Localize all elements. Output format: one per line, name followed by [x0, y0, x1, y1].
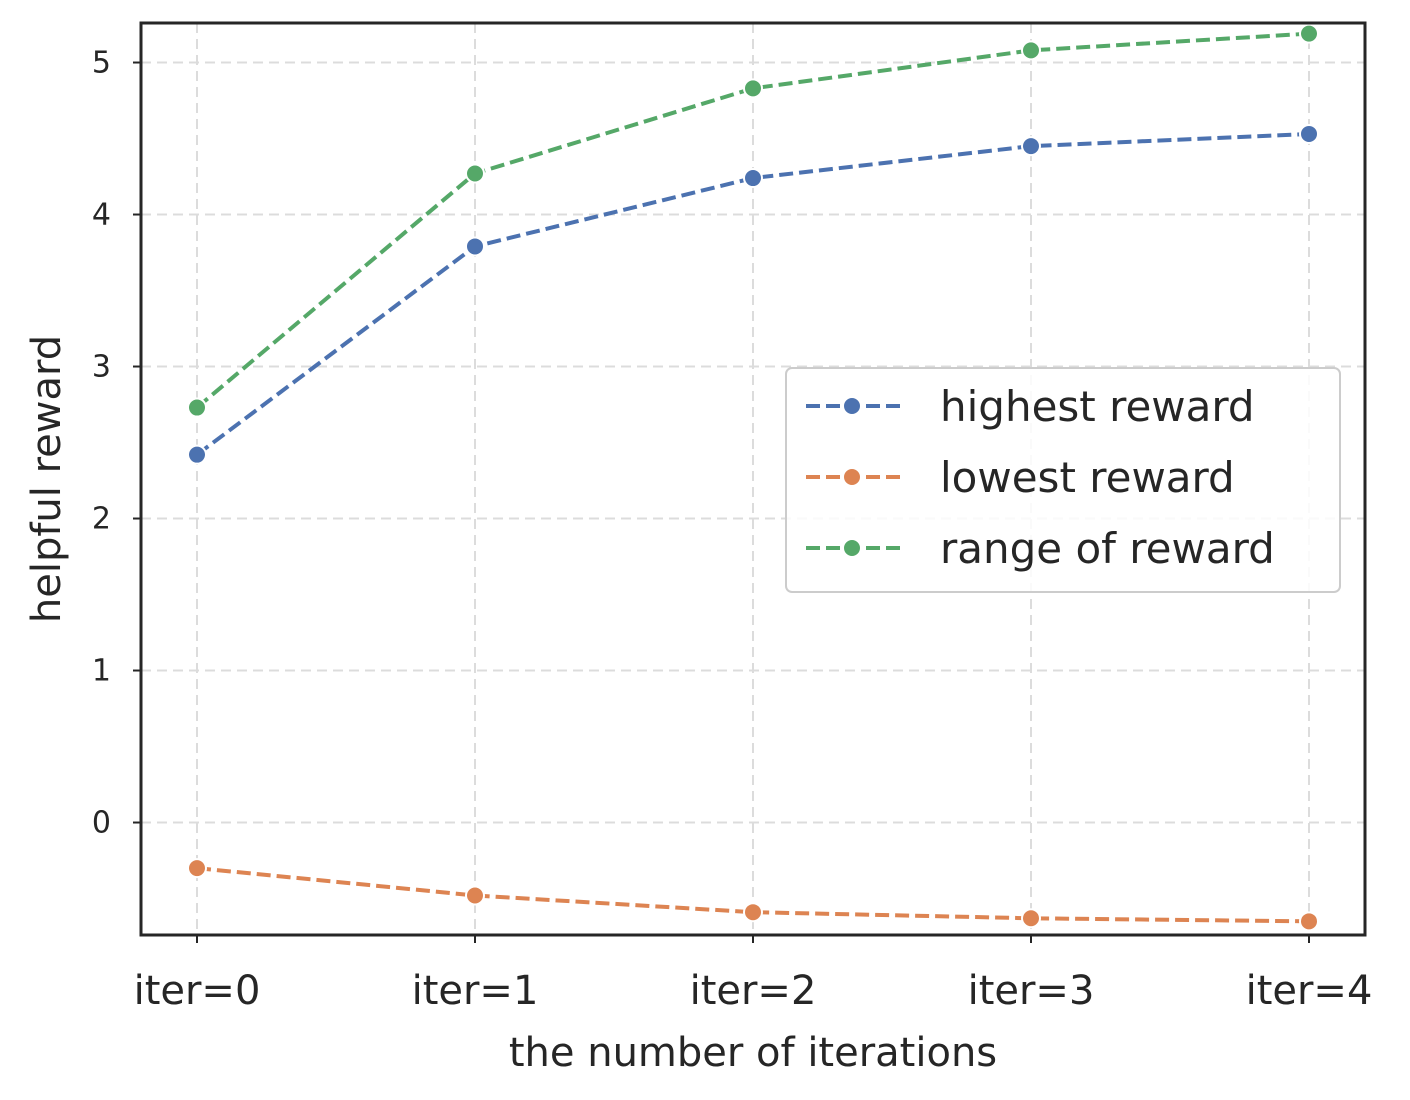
data-point — [743, 168, 763, 189]
series-line-1 — [196, 866, 1310, 924]
data-point — [187, 444, 207, 465]
legend-marker — [842, 538, 862, 558]
legend-label: highest reward — [940, 382, 1255, 431]
data-point — [743, 78, 763, 99]
data-point — [465, 236, 485, 257]
legend-marker — [842, 467, 862, 487]
y-tick-label: 4 — [92, 198, 111, 233]
data-point — [1021, 136, 1041, 157]
data-point — [465, 885, 485, 906]
y-axis-title: helpful reward — [24, 335, 70, 623]
y-axis-ticks: 0 1 2 3 4 5 — [92, 46, 141, 841]
x-tick-label: iter=2 — [690, 968, 817, 1014]
y-tick-label: 0 — [92, 806, 111, 841]
legend-label: range of reward — [940, 524, 1275, 573]
y-tick-label: 2 — [92, 502, 111, 537]
x-tick-label: iter=0 — [134, 968, 261, 1014]
x-tick-label: iter=3 — [968, 968, 1095, 1014]
x-axis-title: the number of iterations — [509, 1030, 997, 1076]
legend-marker — [842, 396, 862, 416]
data-point — [743, 902, 763, 923]
legend-label: lowest reward — [940, 453, 1235, 502]
x-tick-label: iter=1 — [412, 968, 539, 1014]
data-point — [187, 397, 207, 418]
y-tick-label: 5 — [92, 46, 111, 81]
x-axis-ticks: iter=0 iter=1 iter=2 iter=3 iter=4 — [134, 935, 1373, 1014]
data-point — [1021, 908, 1041, 929]
data-point — [1299, 23, 1319, 44]
legend: highest reward lowest reward range of rewa… — [785, 367, 1341, 593]
data-point — [465, 163, 485, 184]
data-point — [1299, 911, 1319, 932]
series-layer — [187, 23, 1319, 932]
data-point — [1299, 123, 1319, 144]
x-tick-label: iter=4 — [1246, 968, 1373, 1014]
legend-box — [785, 367, 1341, 593]
data-point — [187, 858, 207, 879]
y-tick-label: 1 — [92, 654, 111, 689]
y-tick-label: 3 — [92, 350, 111, 385]
series-line-2 — [195, 31, 1310, 410]
data-point — [1021, 40, 1041, 61]
